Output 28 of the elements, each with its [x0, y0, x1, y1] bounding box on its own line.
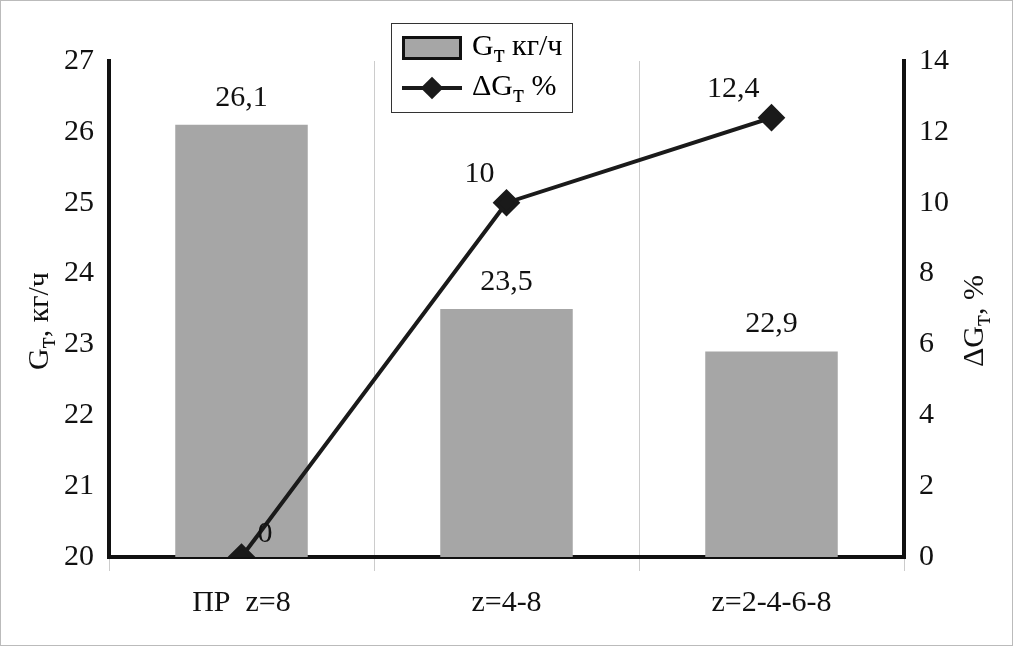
x-tick-label: ПР z=8: [192, 583, 291, 617]
y-tick-label: 26: [64, 112, 94, 146]
y2-tick-label: 14: [919, 41, 949, 75]
y-tick-label: 20: [64, 537, 94, 571]
y2-tick-label: 12: [919, 112, 949, 146]
y-tick-label: 27: [64, 41, 94, 75]
data-label: 26,1: [215, 78, 268, 112]
y2-tick-label: 4: [919, 396, 934, 430]
legend-label: G$_{т}$ кг/ч: [472, 28, 563, 68]
point: [758, 104, 785, 131]
y2-tick-label: 10: [919, 183, 949, 217]
point: [493, 189, 520, 216]
data-label: 22,9: [745, 305, 798, 339]
x-tick-label: z=2-4-6-8: [711, 583, 832, 617]
y2-tick-label: 6: [919, 325, 934, 359]
y-tick-label: 25: [64, 183, 94, 217]
y2-tick-label: 8: [919, 254, 934, 288]
data-label: 10: [464, 154, 495, 188]
y2-tick-label: 2: [919, 467, 934, 501]
y-tick-label: 23: [64, 325, 94, 359]
x-tick-label: z=4-8: [471, 583, 542, 617]
y-tick-label: 22: [64, 396, 94, 430]
y-tick-label: 21: [64, 467, 94, 501]
y2-tick-label: 0: [919, 537, 934, 571]
data-label: 23,5: [480, 262, 533, 296]
y-tick-label: 24: [64, 254, 94, 288]
data-label: 12,4: [707, 69, 760, 103]
legend-label: ΔG$_{т}$ %: [472, 68, 557, 108]
